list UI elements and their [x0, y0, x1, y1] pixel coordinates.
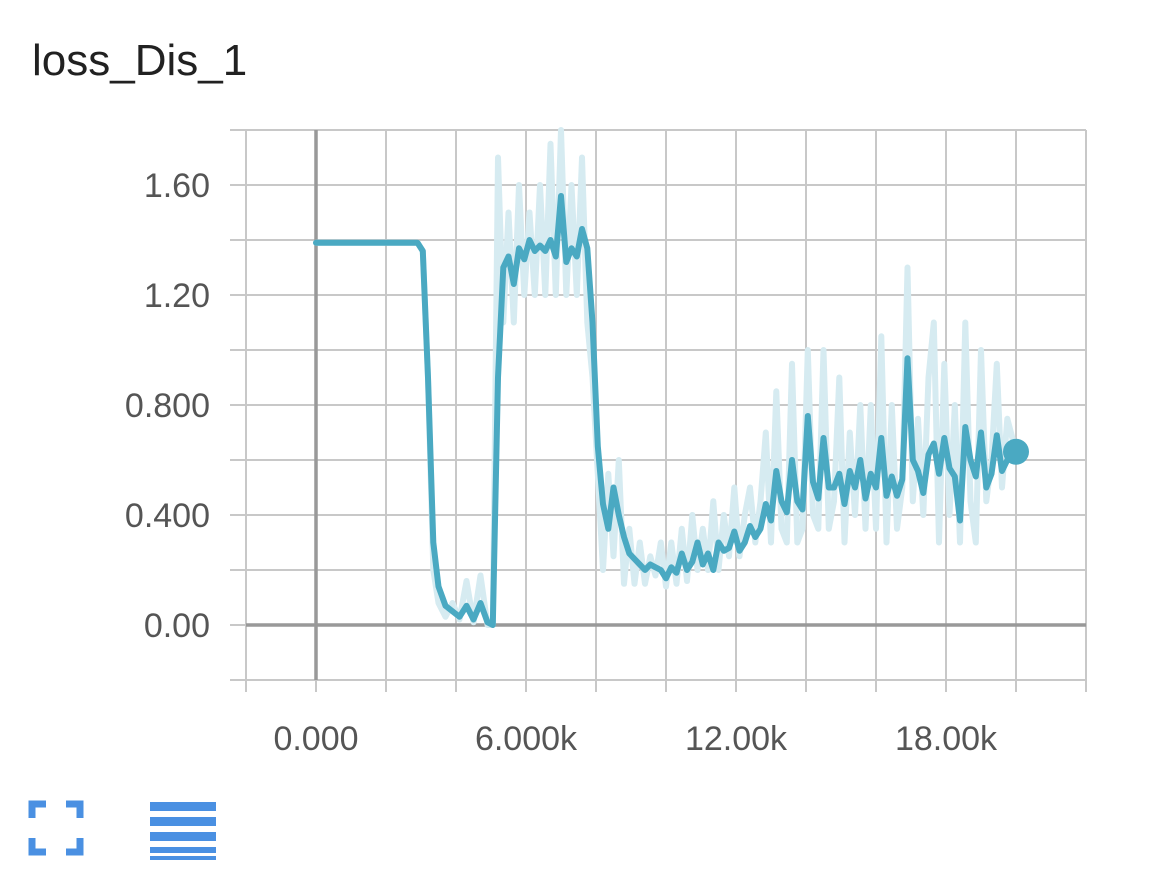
- x-tick-label: 6.000k: [475, 720, 578, 758]
- grid-vertical-lines: [245, 130, 1087, 692]
- show-data-button[interactable]: [150, 800, 216, 864]
- raw-series: [313, 127, 1019, 628]
- y-tick-label: 1.20: [144, 277, 210, 315]
- x-tick-label: 0.000: [273, 720, 358, 758]
- expand-fullscreen-icon: [28, 800, 84, 856]
- y-tick-label: 1.60: [144, 167, 210, 205]
- chart-toolbar: [28, 800, 248, 864]
- raw-series-line: [313, 127, 1019, 628]
- y-tick-label: 0.00: [144, 607, 210, 645]
- last-point-marker: [1003, 438, 1029, 465]
- y-tick-label: 0.400: [125, 497, 210, 535]
- x-tick-label: 12.00k: [685, 720, 788, 758]
- y-tick-label: 0.800: [125, 387, 210, 425]
- menu-lines-icon: [150, 802, 216, 860]
- fullscreen-button[interactable]: [28, 800, 92, 864]
- y-tick-labels: 0.00 0.400 0.800 1.20 1.60: [125, 167, 210, 645]
- smoothed-series: [313, 193, 1029, 628]
- axes: [246, 130, 1086, 680]
- chart-title: loss_Dis_1: [32, 36, 248, 85]
- x-tick-labels: 0.000 6.000k 12.00k 18.00k: [273, 720, 998, 758]
- x-tick-label: 18.00k: [895, 720, 998, 758]
- smoothed-series-line: [313, 193, 1019, 628]
